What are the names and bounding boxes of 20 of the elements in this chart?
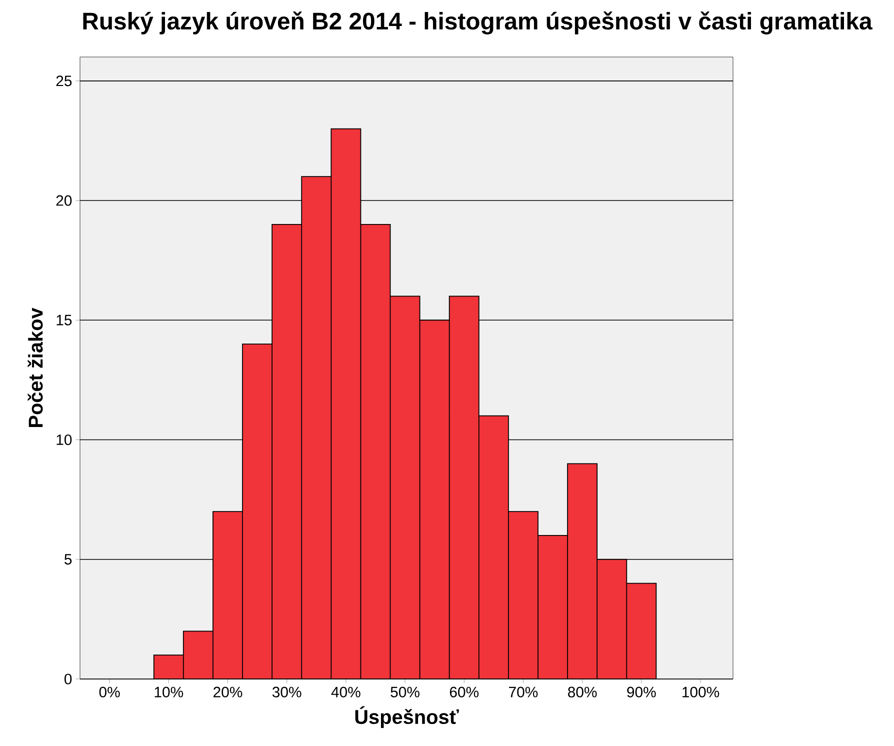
x-tick-label: 0% [99, 686, 120, 698]
x-tick-label: 90% [627, 686, 656, 698]
x-axis-title: Úspešnosť [355, 706, 459, 728]
x-tick-label: 40% [331, 686, 360, 698]
x-tick-label: 70% [509, 686, 538, 698]
x-tick-label: 20% [214, 686, 242, 698]
x-tick-label: 10% [154, 686, 184, 698]
y-axis-title: Počet žiakov [28, 308, 43, 428]
x-tick-label: 60% [450, 686, 479, 698]
x-tick-label: 100% [682, 686, 720, 698]
y-tick-label: 25 [56, 76, 72, 86]
y-tick-label: 15 [56, 314, 72, 326]
x-tick-label: 80% [568, 686, 597, 698]
x-tick-label: 30% [272, 686, 302, 698]
y-tick-label: 10 [56, 434, 72, 446]
chart-title: Ruský jazyk úroveň B2 2014 - histogram úspešnosti v časti gramatika [83, 12, 872, 34]
y-tick-label: 5 [64, 554, 72, 565]
x-tick-label: 50% [390, 686, 420, 698]
y-tick-label: 20 [56, 195, 72, 206]
y-tick-label: 0 [64, 674, 72, 684]
